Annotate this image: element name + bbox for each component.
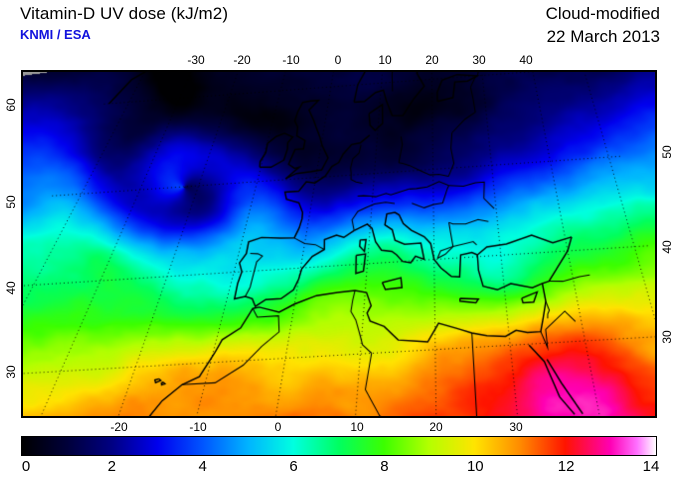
bottom-tick-label: 20 [429, 420, 443, 434]
colorbar-gradient [21, 436, 657, 456]
colorbar-tick-label: 6 [289, 458, 298, 475]
colorbar-tick-label: 14 [642, 458, 660, 475]
bottom-tick-label: 10 [350, 420, 364, 434]
provider-credit: KNMI / ESA [20, 27, 91, 42]
left-tick-label: 50 [4, 195, 18, 209]
right-tick-label: 40 [660, 240, 674, 254]
date-label: 22 March 2013 [546, 27, 660, 46]
top-tick-label: -30 [187, 53, 205, 67]
right-tick-label: 30 [660, 330, 674, 344]
colorbar-tick-label: 8 [380, 458, 389, 475]
colorbar-tick-label: 0 [21, 458, 31, 475]
map-plot-area [21, 70, 657, 418]
top-tick-label: 40 [519, 53, 533, 67]
colorbar-tick-label: 4 [198, 458, 207, 475]
bottom-tick-label: 0 [274, 420, 282, 434]
page-title: Vitamin-D UV dose (kJ/m2) [20, 4, 229, 23]
top-tick-label: 30 [472, 53, 486, 67]
bottom-tick-label: -20 [110, 420, 128, 434]
top-tick-label: -20 [233, 53, 251, 67]
uv-dose-heatmap-canvas [23, 72, 655, 416]
colorbar-tick-label: 12 [557, 458, 575, 475]
bottom-tick-label: 30 [509, 420, 523, 434]
top-tick-label: 20 [425, 53, 439, 67]
colorbar [21, 436, 657, 456]
left-tick-label: 60 [4, 98, 18, 112]
top-tick-label: 0 [334, 53, 342, 67]
right-tick-label: 50 [660, 145, 674, 159]
top-tick-label: 10 [378, 53, 392, 67]
left-tick-label: 40 [4, 281, 18, 295]
left-tick-label: 30 [4, 365, 18, 379]
colorbar-tick-label: 2 [107, 458, 117, 475]
colorbar-tick-label: 10 [466, 458, 484, 475]
product-type-label: Cloud-modified [545, 4, 660, 23]
bottom-tick-label: -10 [189, 420, 207, 434]
top-tick-label: -10 [282, 53, 300, 67]
